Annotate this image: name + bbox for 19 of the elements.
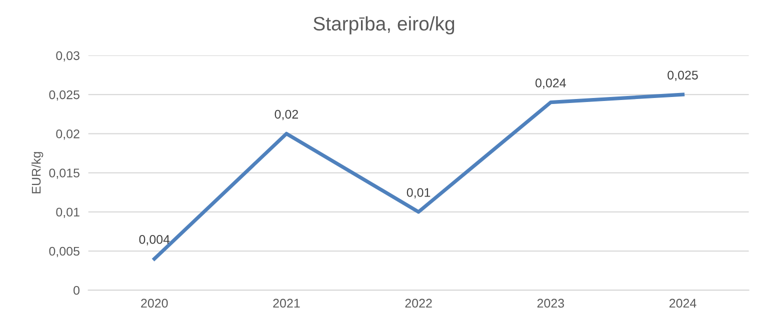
data-label: 0,004	[139, 235, 170, 246]
x-tick-label: 2023	[537, 298, 564, 308]
chart-title: Starpība, eiro/kg	[314, 16, 454, 34]
y-tick-label: 0,03	[56, 51, 80, 62]
y-tick-label: 0	[74, 286, 80, 295]
data-label: 0,01	[406, 188, 430, 198]
y-tick-label: 0,005	[49, 246, 80, 258]
x-tick-label: 2020	[141, 298, 168, 308]
x-tick-label: 2022	[405, 298, 432, 308]
data-label: 0,025	[668, 70, 698, 82]
y-tick-label: 0,015	[49, 168, 80, 179]
y-tick-label: 0,02	[56, 129, 80, 140]
data-label: 0,02	[274, 110, 298, 120]
y-tick-label: 0,025	[49, 90, 80, 101]
data-label: 0,024	[536, 78, 566, 89]
x-tick-label: 2021	[273, 298, 300, 308]
x-tick-label: 2024	[669, 298, 696, 308]
y-axis-title: EUR/kg	[32, 152, 44, 194]
y-tick-label: 0,01	[56, 208, 80, 218]
